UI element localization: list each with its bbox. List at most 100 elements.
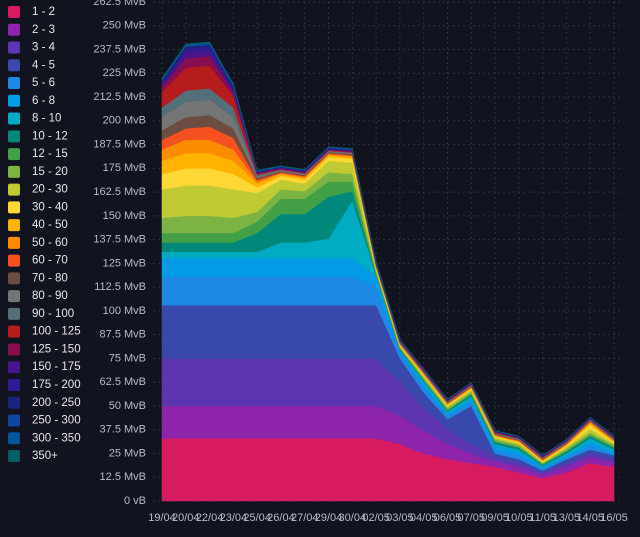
x-tick-label: 07/05 (457, 512, 485, 524)
y-tick-label: 225 MvB (103, 67, 146, 79)
x-tick-label: 04/05 (410, 512, 438, 524)
legend-label[interactable]: 5 - 6 (32, 77, 55, 89)
area (161, 41, 615, 456)
y-tick-label: 175 MvB (103, 162, 146, 174)
legend-swatch[interactable] (8, 219, 20, 232)
legend-label[interactable]: 300 - 350 (32, 432, 81, 444)
y-tick-label: 100 MvB (103, 305, 146, 317)
y-tick-label: 200 MvB (103, 115, 146, 127)
legend-label[interactable]: 250 - 300 (32, 415, 81, 427)
legend-swatch[interactable] (8, 254, 20, 267)
y-tick-label: 37.5 MvB (100, 424, 146, 436)
x-tick-label: 30/04 (339, 512, 367, 524)
legend-label[interactable]: 80 - 90 (32, 290, 68, 302)
legend-label[interactable]: 350+ (32, 450, 58, 462)
legend-swatch[interactable] (8, 272, 20, 285)
legend-swatch[interactable] (8, 23, 20, 36)
legend-label[interactable]: 2 - 3 (32, 24, 55, 36)
legend-swatch[interactable] (8, 396, 20, 409)
legend-label[interactable]: 40 - 50 (32, 219, 68, 231)
x-tick-label: 27/04 (291, 512, 319, 524)
y-tick-label: 112.5 MvB (94, 281, 146, 293)
legend-label[interactable]: 60 - 70 (32, 255, 68, 267)
legend-label[interactable]: 1 - 2 (32, 6, 55, 18)
x-tick-label: 03/05 (386, 512, 414, 524)
x-tick-label: 26/04 (267, 512, 295, 524)
x-tick-label: 23/04 (220, 512, 248, 524)
y-tick-label: 212.5 MvB (93, 91, 146, 103)
legend-swatch[interactable] (8, 450, 20, 462)
x-tick-label: 22/04 (196, 512, 224, 524)
legend-swatch[interactable] (8, 378, 20, 391)
legend-label[interactable]: 175 - 200 (32, 379, 81, 391)
axes: 0 vB 12.5 MvB 25 MvB 37.5 MvB 50 MvB 62.5 MvB… (93, 0, 627, 524)
x-tick-label: 06/05 (434, 512, 462, 524)
y-tick-label: 25 MvB (109, 447, 146, 459)
legend-label[interactable]: 200 - 250 (32, 397, 81, 409)
legend-label[interactable]: 15 - 20 (32, 166, 68, 178)
legend: 1 - 2 2 - 3 3 - 4 4 - 5 5 - 6 6 - 8 8 - 10 10 -… (8, 6, 81, 462)
legend-label[interactable]: 125 - 150 (32, 343, 81, 355)
legend-label[interactable]: 3 - 4 (32, 42, 56, 54)
legend-label[interactable]: 30 - 40 (32, 201, 68, 213)
y-tick-label: 237.5 MvB (93, 43, 146, 55)
legend-swatch[interactable] (8, 432, 20, 445)
x-tick-label: 02/05 (362, 512, 390, 524)
legend-label[interactable]: 100 - 125 (32, 326, 81, 338)
legend-label[interactable]: 70 - 80 (32, 272, 68, 284)
legend-swatch[interactable] (8, 148, 20, 161)
x-tick-label: 10/05 (505, 512, 533, 524)
y-tick-label: 250 MvB (103, 20, 146, 32)
x-tick-label: 29/04 (315, 512, 343, 524)
legend-swatch[interactable] (8, 6, 20, 18)
legend-swatch[interactable] (8, 77, 20, 90)
legend-swatch[interactable] (8, 130, 20, 143)
x-tick-label: 11/05 (529, 512, 556, 524)
legend-label[interactable]: 8 - 10 (32, 113, 61, 125)
x-tick-label: 13/05 (553, 512, 581, 524)
legend-label[interactable]: 12 - 15 (32, 148, 68, 160)
x-tick-label: 25/04 (243, 512, 271, 524)
x-tick-label: 19/04 (148, 512, 176, 524)
legend-label[interactable]: 90 - 100 (32, 308, 74, 320)
legend-swatch[interactable] (8, 290, 20, 303)
legend-swatch[interactable] (8, 325, 20, 338)
legend-label[interactable]: 150 - 175 (32, 361, 81, 373)
x-tick-label: 09/05 (481, 512, 509, 524)
legend-swatch[interactable] (8, 41, 20, 54)
y-tick-label: 50 MvB (109, 400, 146, 412)
legend-swatch[interactable] (8, 236, 20, 249)
legend-label[interactable]: 6 - 8 (32, 95, 55, 107)
y-tick-label: 162.5 MvB (93, 186, 146, 198)
y-tick-label: 262.5 MvB (93, 0, 146, 8)
legend-label[interactable]: 4 - 5 (32, 59, 55, 71)
x-tick-label: 16/05 (600, 512, 628, 524)
legend-label[interactable]: 10 - 12 (32, 130, 68, 142)
y-tick-label: 62.5 MvB (100, 376, 146, 388)
legend-swatch[interactable] (8, 183, 20, 196)
y-tick-label: 12.5 MvB (100, 471, 146, 483)
legend-swatch[interactable] (8, 414, 20, 427)
legend-label[interactable]: 20 - 30 (32, 184, 68, 196)
legend-swatch[interactable] (8, 165, 20, 178)
legend-swatch[interactable] (8, 59, 20, 72)
x-tick-label: 14/05 (576, 512, 604, 524)
legend-swatch[interactable] (8, 343, 20, 356)
y-tick-label: 87.5 MvB (100, 329, 146, 341)
legend-swatch[interactable] (8, 307, 20, 320)
y-tick-label: 125 MvB (103, 257, 146, 269)
legend-label[interactable]: 50 - 60 (32, 237, 68, 249)
y-tick-label: 187.5 MvB (93, 138, 146, 150)
legend-swatch[interactable] (8, 361, 20, 374)
legend-swatch[interactable] (8, 112, 20, 125)
areas (161, 41, 615, 502)
legend-swatch[interactable] (8, 201, 20, 214)
x-tick-label: 20/04 (172, 512, 200, 524)
y-tick-label: 0 vB (124, 495, 146, 507)
y-tick-label: 137.5 MvB (93, 234, 146, 246)
legend-swatch[interactable] (8, 94, 20, 107)
y-tick-label: 75 MvB (109, 352, 146, 364)
y-tick-label: 150 MvB (103, 210, 146, 222)
